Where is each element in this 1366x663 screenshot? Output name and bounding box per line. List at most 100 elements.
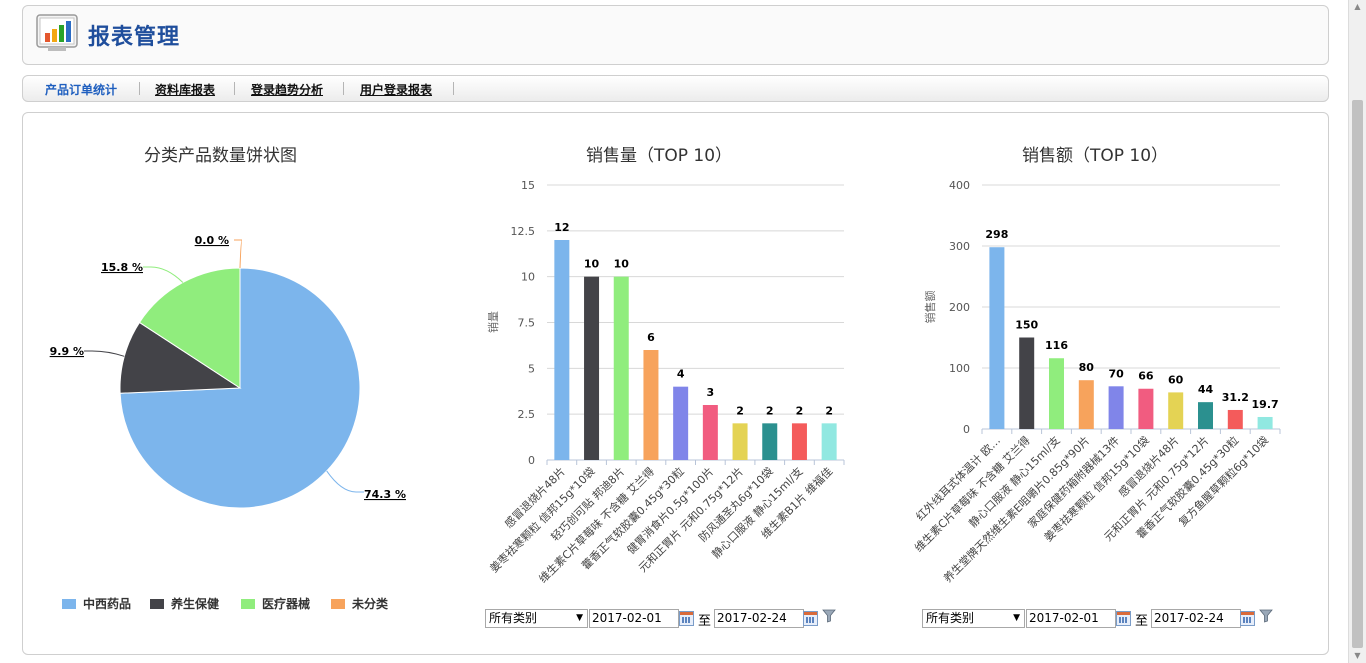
start-date-input[interactable]: 2017-02-01 xyxy=(589,609,679,628)
pie-value-label: 74.3 % xyxy=(364,488,406,501)
y-tick-label: 2.5 xyxy=(518,408,536,421)
date-range-separator: 至 xyxy=(1135,614,1149,629)
pie-connector-line xyxy=(234,239,243,269)
header-panel: 报表管理 xyxy=(22,5,1329,65)
sales-amount-chart-title: 销售额（TOP 10） xyxy=(1022,146,1169,166)
legend-item[interactable]: 中西药品 xyxy=(62,595,131,612)
bar-value-label: 6 xyxy=(647,331,655,344)
pie-chart-title: 分类产品数量饼状图 xyxy=(144,146,297,166)
bar-value-label: 19.7 xyxy=(1252,398,1279,411)
bar xyxy=(732,423,748,460)
pie-connector-line xyxy=(326,470,364,493)
bar xyxy=(989,247,1005,429)
legend-label: 医疗器械 xyxy=(262,597,311,611)
bar xyxy=(673,386,689,460)
y-tick-label: 300 xyxy=(949,240,970,253)
page-title: 报表管理 xyxy=(88,25,181,50)
y-tick-label: 200 xyxy=(949,301,970,314)
pie-connector-line xyxy=(143,266,184,283)
bar xyxy=(1138,388,1154,429)
bar-value-label: 2 xyxy=(736,404,744,417)
filter-icon[interactable] xyxy=(822,609,836,623)
bar xyxy=(643,350,659,460)
category-select[interactable]: 所有类别 ▼ xyxy=(485,609,588,628)
date-range-separator: 至 xyxy=(698,614,712,629)
legend-swatch xyxy=(62,599,76,609)
report-chart-icon xyxy=(36,14,78,51)
bar-value-label: 44 xyxy=(1198,383,1214,396)
y-tick-label: 15 xyxy=(521,179,535,192)
legend-label: 未分类 xyxy=(352,597,389,611)
end-date-input[interactable]: 2017-02-24 xyxy=(1151,609,1241,628)
y-axis-title: 销量 xyxy=(486,311,500,333)
pie-value-label: 0.0 % xyxy=(195,234,229,247)
tab-database-report[interactable]: 资料库报表 xyxy=(155,83,216,97)
bar-value-label: 12 xyxy=(554,221,569,234)
bar-value-label: 10 xyxy=(584,258,600,271)
pie-value-label: 15.8 % xyxy=(101,261,143,274)
vertical-scrollbar[interactable]: ▲ ▼ xyxy=(1348,0,1366,663)
bar xyxy=(1049,358,1064,429)
y-tick-label: 7.5 xyxy=(518,317,536,330)
bar-value-label: 150 xyxy=(1015,319,1038,332)
calendar-icon[interactable] xyxy=(679,611,694,626)
tab-separator xyxy=(234,82,235,95)
bar-value-label: 70 xyxy=(1108,367,1124,380)
pie-chart: 74.3 % 9.9 % 15.8 % 0.0 % xyxy=(50,234,406,509)
tab-product-orders[interactable]: 产品订单统计 xyxy=(45,83,118,97)
bar xyxy=(762,423,778,460)
legend-swatch xyxy=(241,599,255,609)
bar-value-label: 116 xyxy=(1045,339,1068,352)
bar-value-label: 2 xyxy=(796,404,804,417)
x-tick-label: 维生素C片草莓味 不含糖 艾兰得 xyxy=(911,433,1032,554)
bar xyxy=(1198,402,1213,429)
filter-icon[interactable] xyxy=(1259,609,1273,623)
y-tick-label: 12.5 xyxy=(511,225,536,238)
start-date-input[interactable]: 2017-02-01 xyxy=(1026,609,1116,628)
bar-value-label: 2 xyxy=(766,404,774,417)
tab-user-login-report[interactable]: 用户登录报表 xyxy=(360,83,433,97)
bar xyxy=(821,423,837,460)
tab-separator xyxy=(139,82,140,95)
bar xyxy=(702,405,718,460)
tab-login-trend[interactable]: 登录趋势分析 xyxy=(251,83,324,97)
legend-item[interactable]: 医疗器械 xyxy=(241,595,310,612)
y-tick-label: 0 xyxy=(963,423,970,436)
y-tick-label: 10 xyxy=(521,271,535,284)
chevron-down-icon: ▼ xyxy=(1013,613,1020,623)
bar-value-label: 60 xyxy=(1168,373,1184,386)
y-axis-title: 销售额 xyxy=(923,291,937,324)
legend-item[interactable]: 养生保健 xyxy=(150,595,219,612)
calendar-icon[interactable] xyxy=(1240,611,1255,626)
bar-value-label: 4 xyxy=(677,368,685,381)
bar xyxy=(1078,380,1094,429)
scroll-thumb[interactable] xyxy=(1352,100,1363,648)
y-tick-label: 100 xyxy=(949,362,970,375)
legend-swatch xyxy=(150,599,164,609)
bar xyxy=(584,276,600,460)
pie-slice xyxy=(138,267,241,389)
bar-value-label: 80 xyxy=(1079,361,1095,374)
y-tick-label: 5 xyxy=(528,362,535,375)
tab-bar: 产品订单统计 资料库报表 登录趋势分析 用户登录报表 xyxy=(22,75,1329,102)
calendar-icon[interactable] xyxy=(1116,611,1131,626)
scroll-down-icon[interactable]: ▼ xyxy=(1354,651,1361,660)
y-tick-label: 400 xyxy=(949,179,970,192)
scroll-up-icon[interactable]: ▲ xyxy=(1354,2,1361,11)
bar xyxy=(1227,409,1243,429)
calendar-icon[interactable] xyxy=(803,611,818,626)
end-date-input[interactable]: 2017-02-24 xyxy=(714,609,804,628)
legend-item[interactable]: 未分类 xyxy=(331,595,388,612)
chevron-down-icon: ▼ xyxy=(576,613,583,623)
bar xyxy=(613,276,629,460)
bar-value-label: 2 xyxy=(825,404,833,417)
tab-separator xyxy=(453,82,454,95)
bar xyxy=(1019,337,1035,429)
bar xyxy=(1168,392,1184,429)
legend-label: 中西药品 xyxy=(83,597,132,611)
pie-value-label: 9.9 % xyxy=(50,345,84,358)
bar-value-label: 31.2 xyxy=(1222,391,1249,404)
bar-value-label: 66 xyxy=(1138,370,1154,383)
category-select[interactable]: 所有类别 ▼ xyxy=(922,609,1025,628)
